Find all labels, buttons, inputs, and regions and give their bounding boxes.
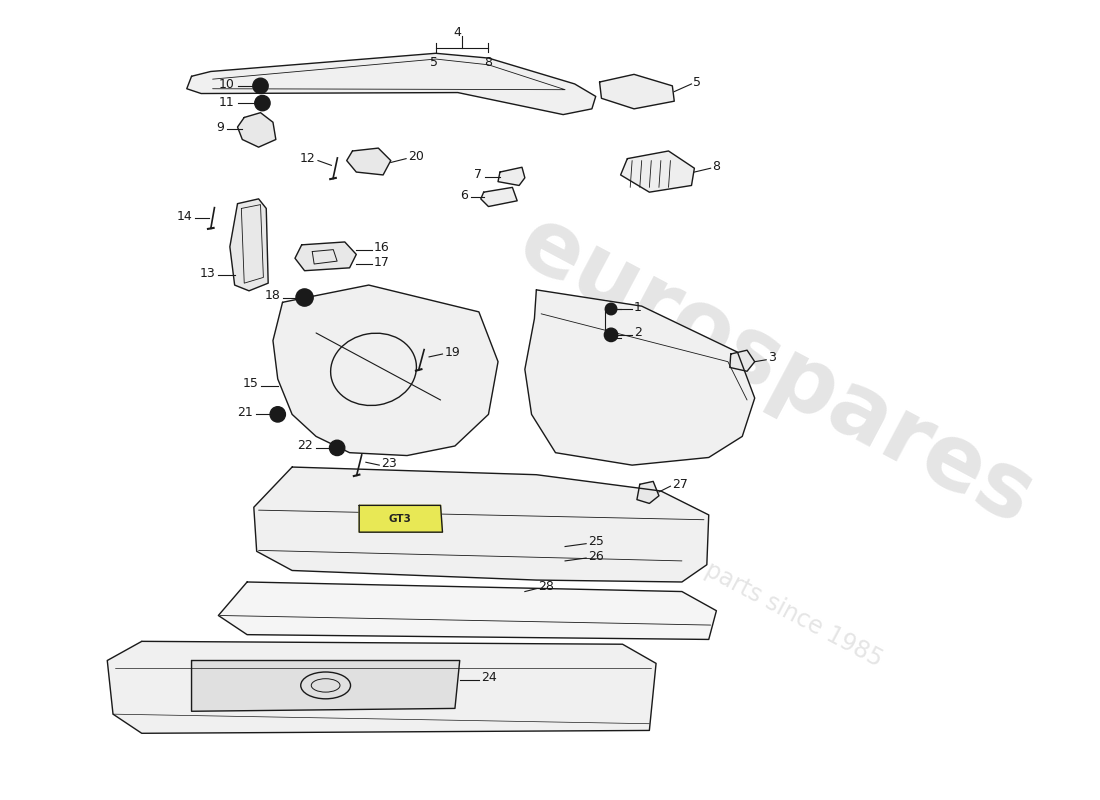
- Polygon shape: [273, 285, 498, 455]
- Circle shape: [255, 95, 271, 110]
- Text: 26: 26: [588, 550, 604, 562]
- Text: 19: 19: [444, 346, 460, 358]
- Polygon shape: [108, 642, 656, 734]
- Text: 13: 13: [200, 267, 216, 280]
- Polygon shape: [187, 54, 596, 114]
- Text: 4: 4: [454, 26, 462, 38]
- Polygon shape: [481, 187, 517, 206]
- Circle shape: [271, 406, 285, 422]
- Circle shape: [604, 328, 618, 342]
- Polygon shape: [238, 113, 276, 147]
- Text: 9: 9: [217, 121, 224, 134]
- Polygon shape: [360, 506, 442, 532]
- Text: 11: 11: [219, 96, 234, 109]
- Text: 28: 28: [538, 580, 554, 594]
- Text: 16: 16: [374, 242, 389, 254]
- Text: GT3: GT3: [389, 514, 411, 524]
- Text: 20: 20: [408, 150, 424, 163]
- Polygon shape: [230, 199, 268, 291]
- Circle shape: [296, 289, 314, 306]
- Polygon shape: [219, 582, 716, 639]
- Polygon shape: [498, 167, 525, 186]
- Text: 5: 5: [693, 75, 702, 89]
- Text: 22: 22: [297, 439, 313, 453]
- Text: 25: 25: [588, 535, 604, 548]
- Text: 3: 3: [768, 351, 776, 364]
- Polygon shape: [637, 482, 659, 503]
- Text: 5: 5: [430, 56, 438, 70]
- Text: 17: 17: [374, 255, 389, 269]
- Text: 12: 12: [299, 152, 315, 165]
- Polygon shape: [729, 350, 755, 371]
- Ellipse shape: [300, 672, 351, 699]
- Text: 2: 2: [634, 326, 642, 339]
- Polygon shape: [346, 148, 390, 175]
- Text: 8: 8: [484, 56, 493, 70]
- Polygon shape: [254, 467, 708, 582]
- Text: 1: 1: [634, 301, 642, 314]
- Text: a passion for parts since 1985: a passion for parts since 1985: [560, 482, 887, 672]
- Text: 21: 21: [238, 406, 253, 419]
- Text: 15: 15: [243, 378, 258, 390]
- Polygon shape: [295, 242, 356, 270]
- Circle shape: [330, 440, 344, 455]
- Text: 24: 24: [481, 671, 496, 684]
- Polygon shape: [525, 290, 755, 465]
- Polygon shape: [600, 74, 674, 109]
- Text: 18: 18: [265, 289, 280, 302]
- Text: 14: 14: [177, 210, 192, 222]
- Text: 8: 8: [713, 160, 721, 173]
- Circle shape: [253, 78, 268, 94]
- Circle shape: [605, 303, 617, 314]
- Text: 6: 6: [461, 189, 469, 202]
- Text: eurospares: eurospares: [504, 198, 1048, 544]
- Text: 23: 23: [382, 457, 397, 470]
- Text: 7: 7: [474, 169, 482, 182]
- Text: 10: 10: [219, 78, 234, 91]
- Polygon shape: [191, 661, 460, 711]
- Polygon shape: [620, 151, 694, 192]
- Text: 27: 27: [672, 478, 689, 490]
